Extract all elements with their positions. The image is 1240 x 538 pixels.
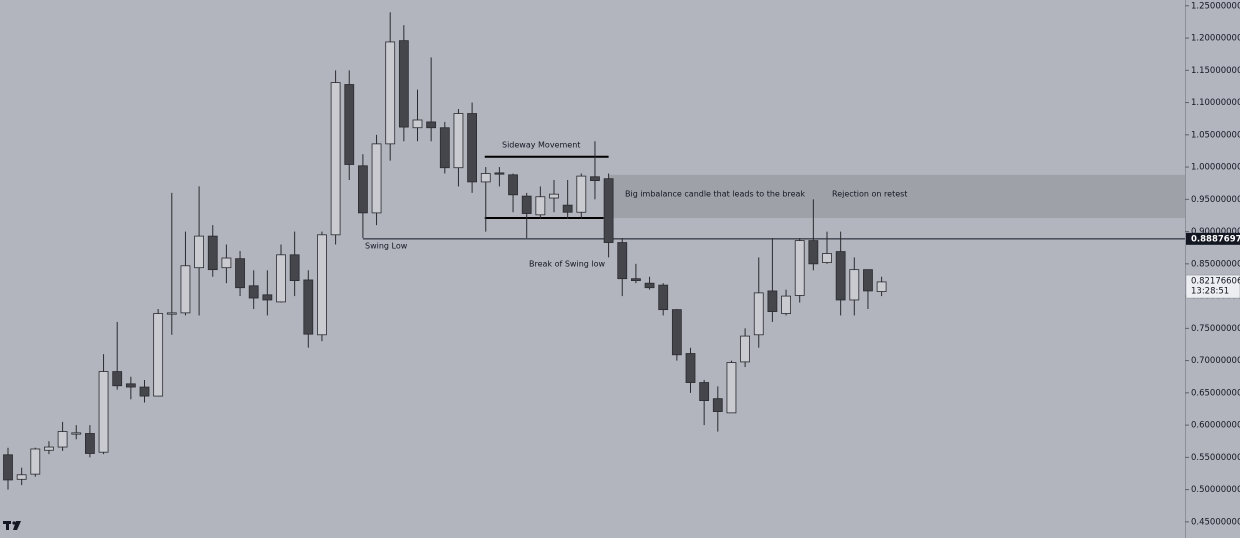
candle-body: [276, 254, 286, 303]
candle-body: [153, 313, 164, 397]
candle-body: [180, 265, 191, 314]
candle-body: [235, 258, 245, 289]
candle-body: [166, 312, 177, 315]
y-tick-label: 0.90000000: [1191, 227, 1240, 237]
y-tick-label: 1.20000000: [1191, 34, 1240, 44]
candle-body: [603, 178, 614, 243]
candle-body: [439, 127, 450, 169]
candle-body: [617, 242, 628, 280]
candle-body: [781, 295, 791, 314]
candle-body: [699, 382, 710, 401]
candle-body: [330, 82, 341, 236]
candle-body: [371, 143, 382, 214]
candle-body: [221, 257, 232, 269]
y-tick-label: 1.15000000: [1191, 66, 1240, 76]
candle-body: [385, 41, 396, 145]
y-tick-label: 0.65000000: [1191, 388, 1240, 398]
candle-body: [57, 431, 68, 448]
candle-body: [685, 353, 696, 383]
candle-body: [398, 40, 409, 128]
candle-body: [344, 84, 355, 165]
annotation: Big imbalance candle that leads to the b…: [625, 190, 805, 199]
candle-body: [303, 279, 314, 335]
candle-body: [808, 240, 819, 265]
candle-body: [125, 383, 136, 388]
candle-body: [835, 251, 846, 301]
candle-body: [71, 432, 82, 435]
y-tick-label: 0.60000000: [1191, 421, 1240, 431]
candle-body: [262, 294, 273, 301]
candle-body: [467, 113, 478, 183]
candle-body: [535, 196, 546, 216]
y-tick-label: 1.10000000: [1191, 98, 1240, 108]
candle-body: [631, 278, 641, 282]
imbalance-zone: [608, 174, 1185, 219]
candle-body: [16, 474, 27, 480]
y-tick-label: 0.75000000: [1191, 324, 1240, 334]
candle-body: [590, 176, 600, 182]
y-tick-label: 0.50000000: [1191, 485, 1240, 495]
candle-body: [794, 240, 805, 296]
y-tick-label: 1.25000000: [1191, 1, 1240, 11]
annotation: Sideway Movement: [502, 140, 580, 149]
candle-body: [576, 175, 587, 213]
annotation: Rejection on retest: [832, 190, 907, 199]
candle-body: [139, 386, 150, 397]
candle-body: [562, 204, 573, 213]
candle-body: [357, 165, 368, 214]
candle-body: [207, 235, 218, 271]
y-tick-label: 0.55000000: [1191, 453, 1240, 463]
candle-body: [740, 335, 750, 363]
price-line-label-bg: [1186, 232, 1240, 245]
candle-body: [644, 282, 655, 289]
y-tick-label: 0.95000000: [1191, 195, 1240, 205]
candle-body: [726, 362, 737, 414]
candle-body: [98, 371, 109, 453]
annotation: Swing Low: [365, 242, 408, 251]
candle-body: [822, 253, 832, 263]
y-tick-label: 1.00000000: [1191, 163, 1240, 173]
y-tick-label: 0.70000000: [1191, 356, 1240, 366]
candle-body: [658, 284, 669, 311]
candle-body: [549, 193, 559, 199]
y-tick-label: 1.05000000: [1191, 130, 1240, 140]
candle-body: [3, 454, 13, 481]
current-price-label: 0.82176606: [1191, 277, 1240, 287]
y-tick-label: 0.85000000: [1191, 259, 1240, 269]
annotation: Break of Swing low: [529, 260, 606, 269]
candle-body: [289, 254, 300, 282]
candle-body: [112, 371, 123, 387]
candle-body: [44, 446, 54, 451]
price-line-label: 0.88876972: [1191, 234, 1240, 244]
current-price-label-bg: [1185, 274, 1240, 299]
candle-body: [671, 309, 682, 356]
y-tick-label: 0.45000000: [1191, 517, 1240, 527]
candle-body: [849, 269, 860, 301]
candle-body: [753, 292, 764, 336]
candle-body: [876, 281, 887, 292]
candle-body: [480, 173, 491, 183]
candle-body: [494, 172, 505, 175]
candle-body: [508, 174, 518, 196]
candle-body: [248, 285, 259, 299]
candle-body: [426, 121, 437, 129]
candle-body: [712, 398, 723, 412]
candle-body: [521, 195, 532, 214]
candle-body: [767, 290, 778, 312]
candle-body: [412, 119, 423, 129]
candle-body: [30, 448, 41, 475]
candle-body: [453, 113, 464, 169]
candle-body: [317, 234, 327, 336]
candle-body: [194, 235, 205, 269]
logo: [3, 521, 21, 530]
countdown-label: 13:28:51: [1191, 287, 1229, 297]
candle-body: [85, 433, 95, 454]
candle-body: [863, 269, 873, 292]
